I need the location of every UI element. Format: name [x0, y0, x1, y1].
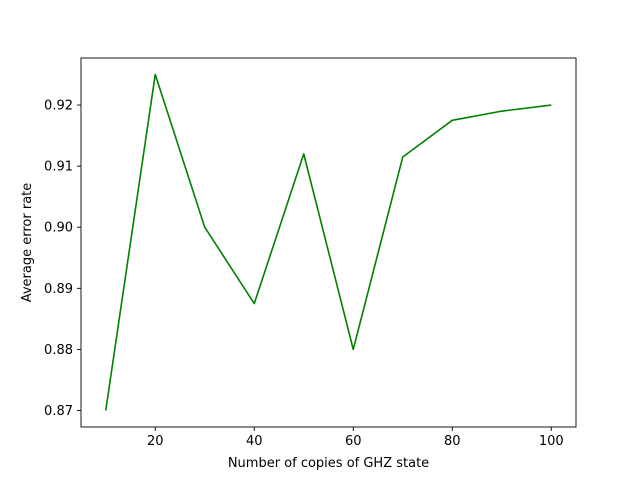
axes-frame: [80, 57, 577, 428]
axes-layer: 20 40 60 80 100 0.87 0.88 0.89 0.90 0.91 0.92: [44, 57, 577, 449]
y-axis-label: Average error rate: [20, 183, 35, 303]
y-tick-label: 0.91: [44, 160, 73, 175]
x-tick-label: 80: [444, 434, 461, 449]
y-tick-label: 0.88: [44, 343, 73, 358]
y-tick-label: 0.92: [44, 99, 73, 114]
x-tick-label: 40: [246, 434, 263, 449]
x-axis-label: Number of copies of GHZ state: [228, 456, 429, 471]
plot-layer: [104, 73, 552, 411]
y-tick-label: 0.90: [44, 221, 73, 236]
x-tick-label: 100: [539, 434, 564, 449]
x-tick-label: 20: [147, 434, 164, 449]
y-tick-label: 0.87: [44, 404, 73, 419]
x-tick-label: 60: [345, 434, 362, 449]
y-tick-label: 0.89: [44, 282, 73, 297]
series-line-1: [104, 73, 552, 411]
